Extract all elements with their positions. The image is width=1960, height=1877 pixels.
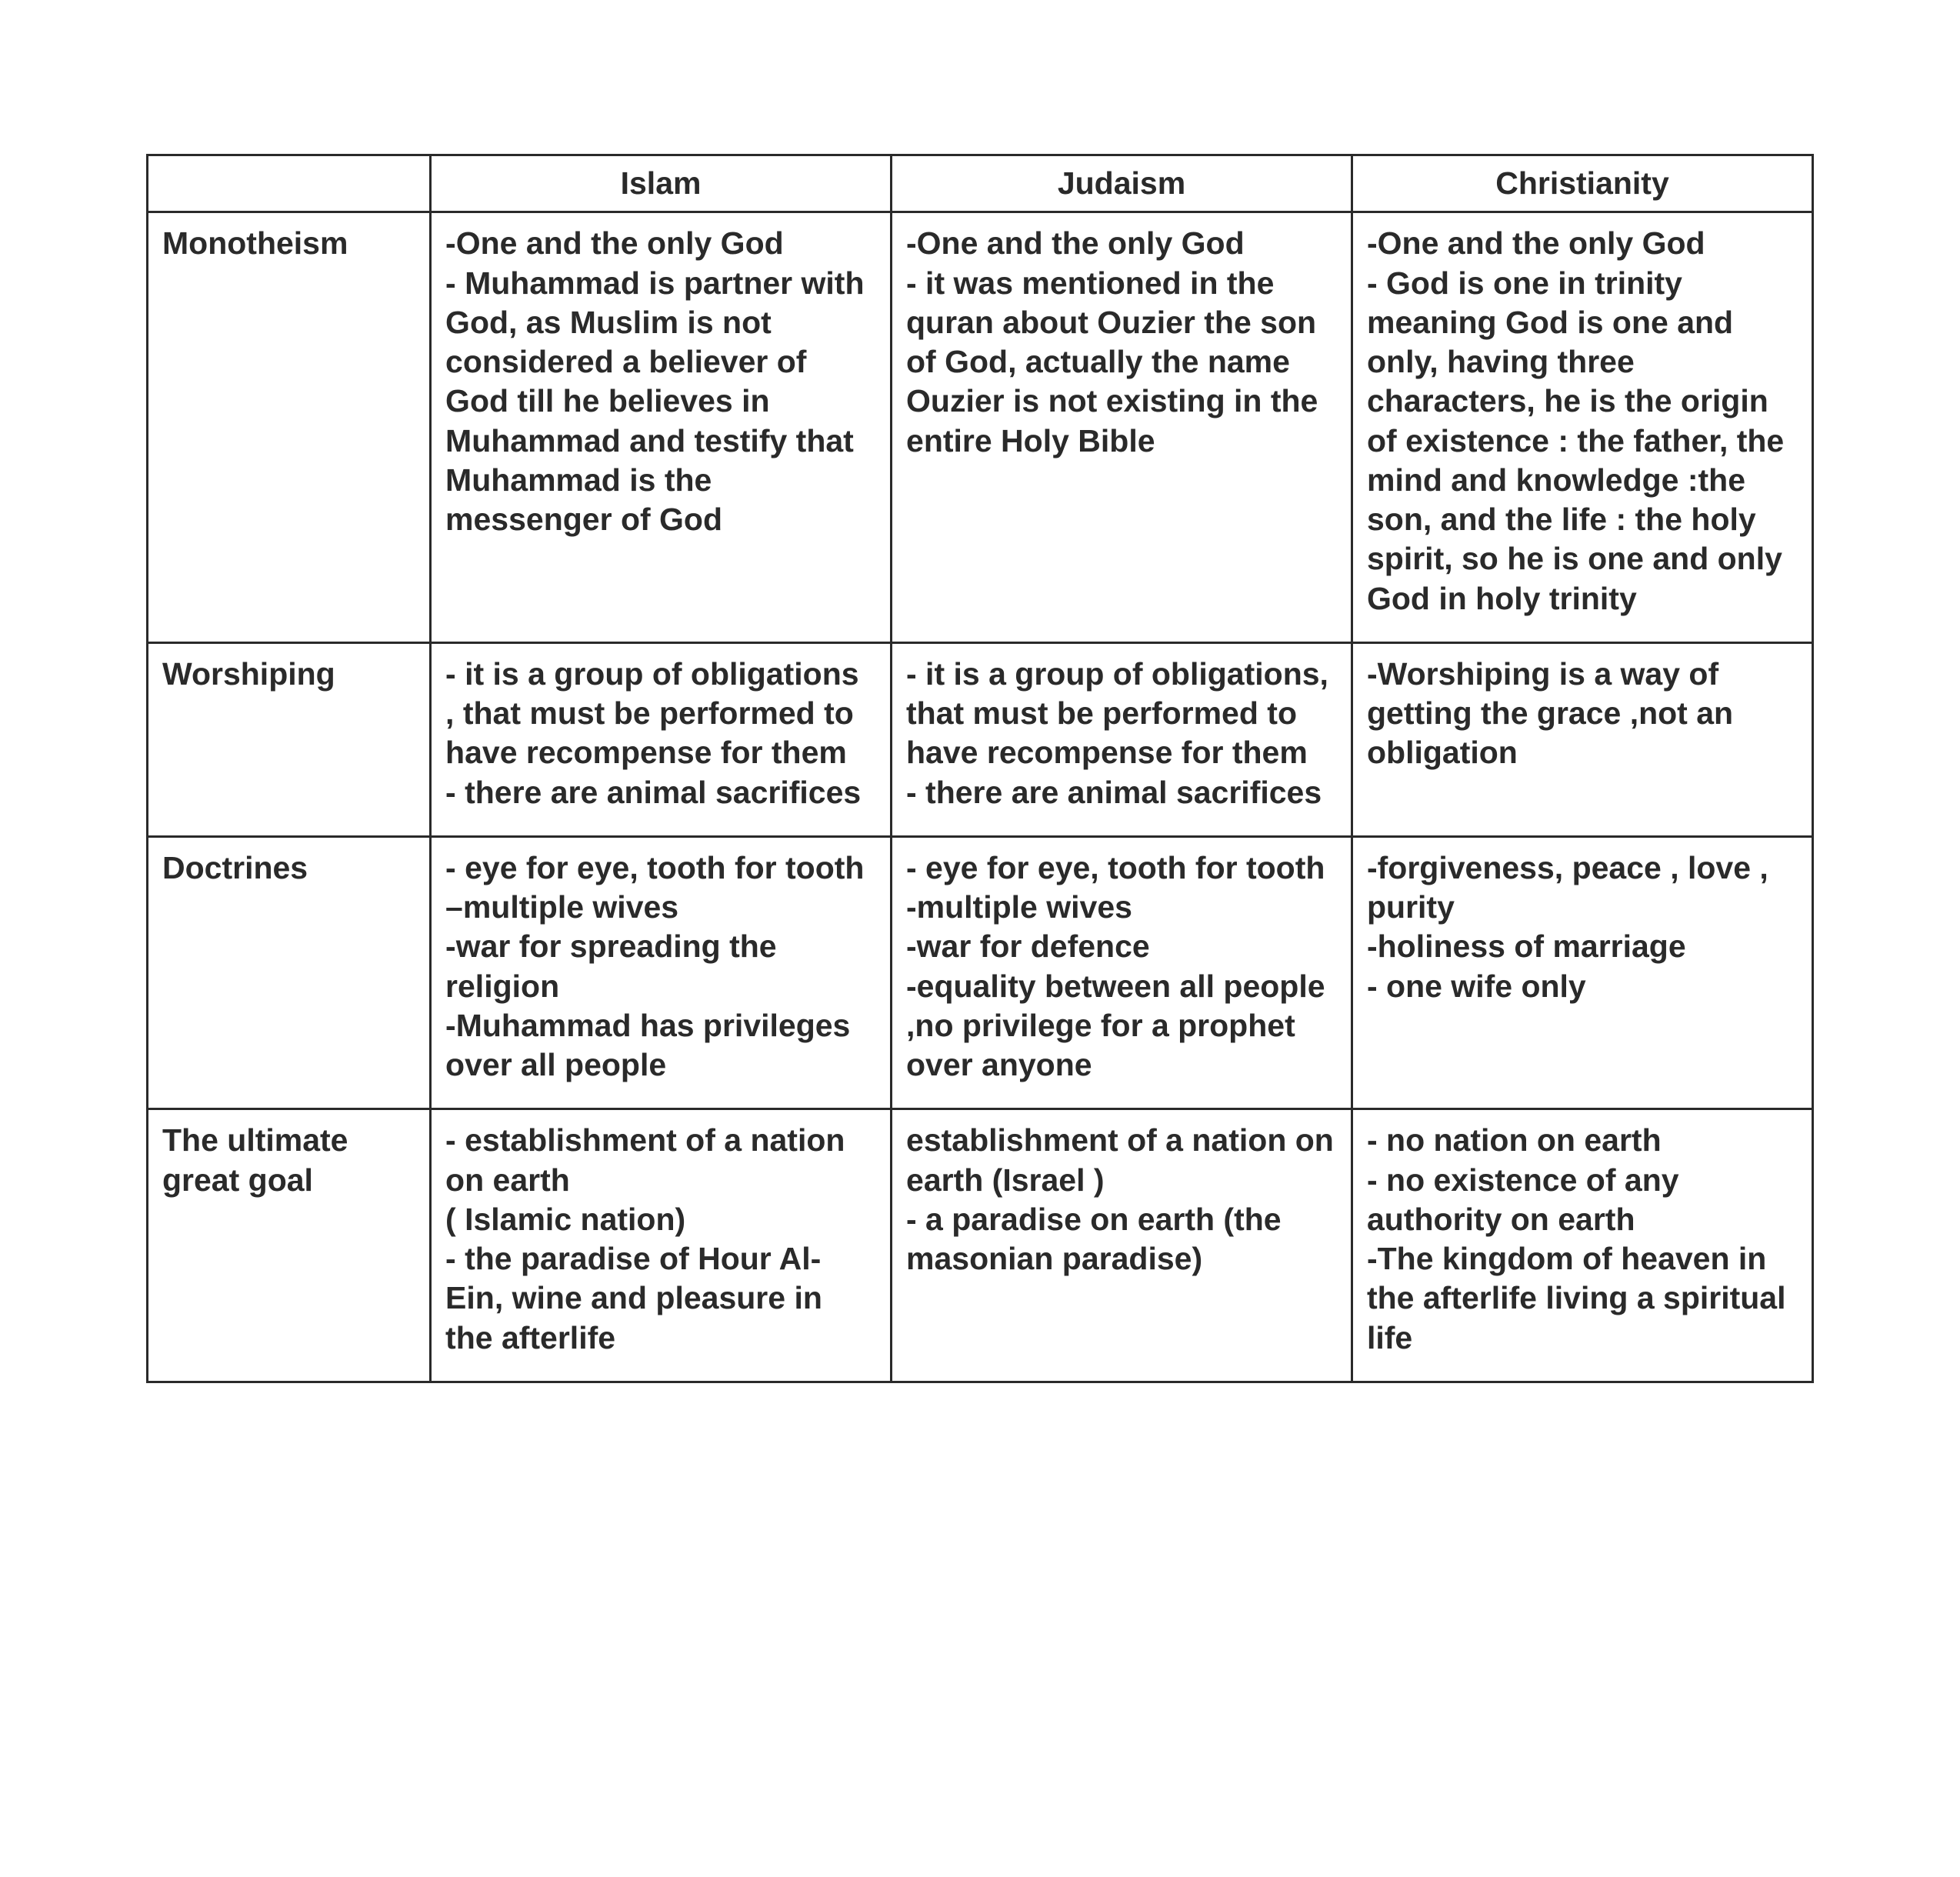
cell-ultimate-goal-judaism: establishment of a nation on earth (Isra… xyxy=(892,1109,1352,1382)
cell-worshiping-islam: - it is a group of obligations , that mu… xyxy=(431,642,892,836)
row-label-ultimate-goal: The ultimate great goal xyxy=(148,1109,431,1382)
comparison-table: Islam Judaism Christianity Monotheism -O… xyxy=(146,154,1814,1383)
table-row: The ultimate great goal - establishment … xyxy=(148,1109,1813,1382)
blank-header-cell xyxy=(148,155,431,212)
column-header-christianity: Christianity xyxy=(1352,155,1812,212)
cell-ultimate-goal-islam: - establishment of a nation on earth ( I… xyxy=(431,1109,892,1382)
table-row: Monotheism -One and the only God - Muham… xyxy=(148,212,1813,643)
cell-doctrines-christianity: -forgiveness, peace , love , purity -hol… xyxy=(1352,836,1812,1109)
cell-monotheism-christianity: -One and the only God - God is one in tr… xyxy=(1352,212,1812,643)
row-label-doctrines: Doctrines xyxy=(148,836,431,1109)
cell-doctrines-judaism: - eye for eye, tooth for tooth -multiple… xyxy=(892,836,1352,1109)
cell-doctrines-islam: - eye for eye, tooth for tooth –multiple… xyxy=(431,836,892,1109)
table-row: Worshiping - it is a group of obligation… xyxy=(148,642,1813,836)
cell-worshiping-judaism: - it is a group of obligations, that mus… xyxy=(892,642,1352,836)
column-header-islam: Islam xyxy=(431,155,892,212)
cell-monotheism-judaism: -One and the only God - it was mentioned… xyxy=(892,212,1352,643)
cell-ultimate-goal-christianity: - no nation on earth - no existence of a… xyxy=(1352,1109,1812,1382)
cell-worshiping-christianity: -Worshiping is a way of getting the grac… xyxy=(1352,642,1812,836)
row-label-monotheism: Monotheism xyxy=(148,212,431,643)
table-row: Doctrines - eye for eye, tooth for tooth… xyxy=(148,836,1813,1109)
row-label-worshiping: Worshiping xyxy=(148,642,431,836)
cell-monotheism-islam: -One and the only God - Muhammad is part… xyxy=(431,212,892,643)
column-header-judaism: Judaism xyxy=(892,155,1352,212)
header-row: Islam Judaism Christianity xyxy=(148,155,1813,212)
